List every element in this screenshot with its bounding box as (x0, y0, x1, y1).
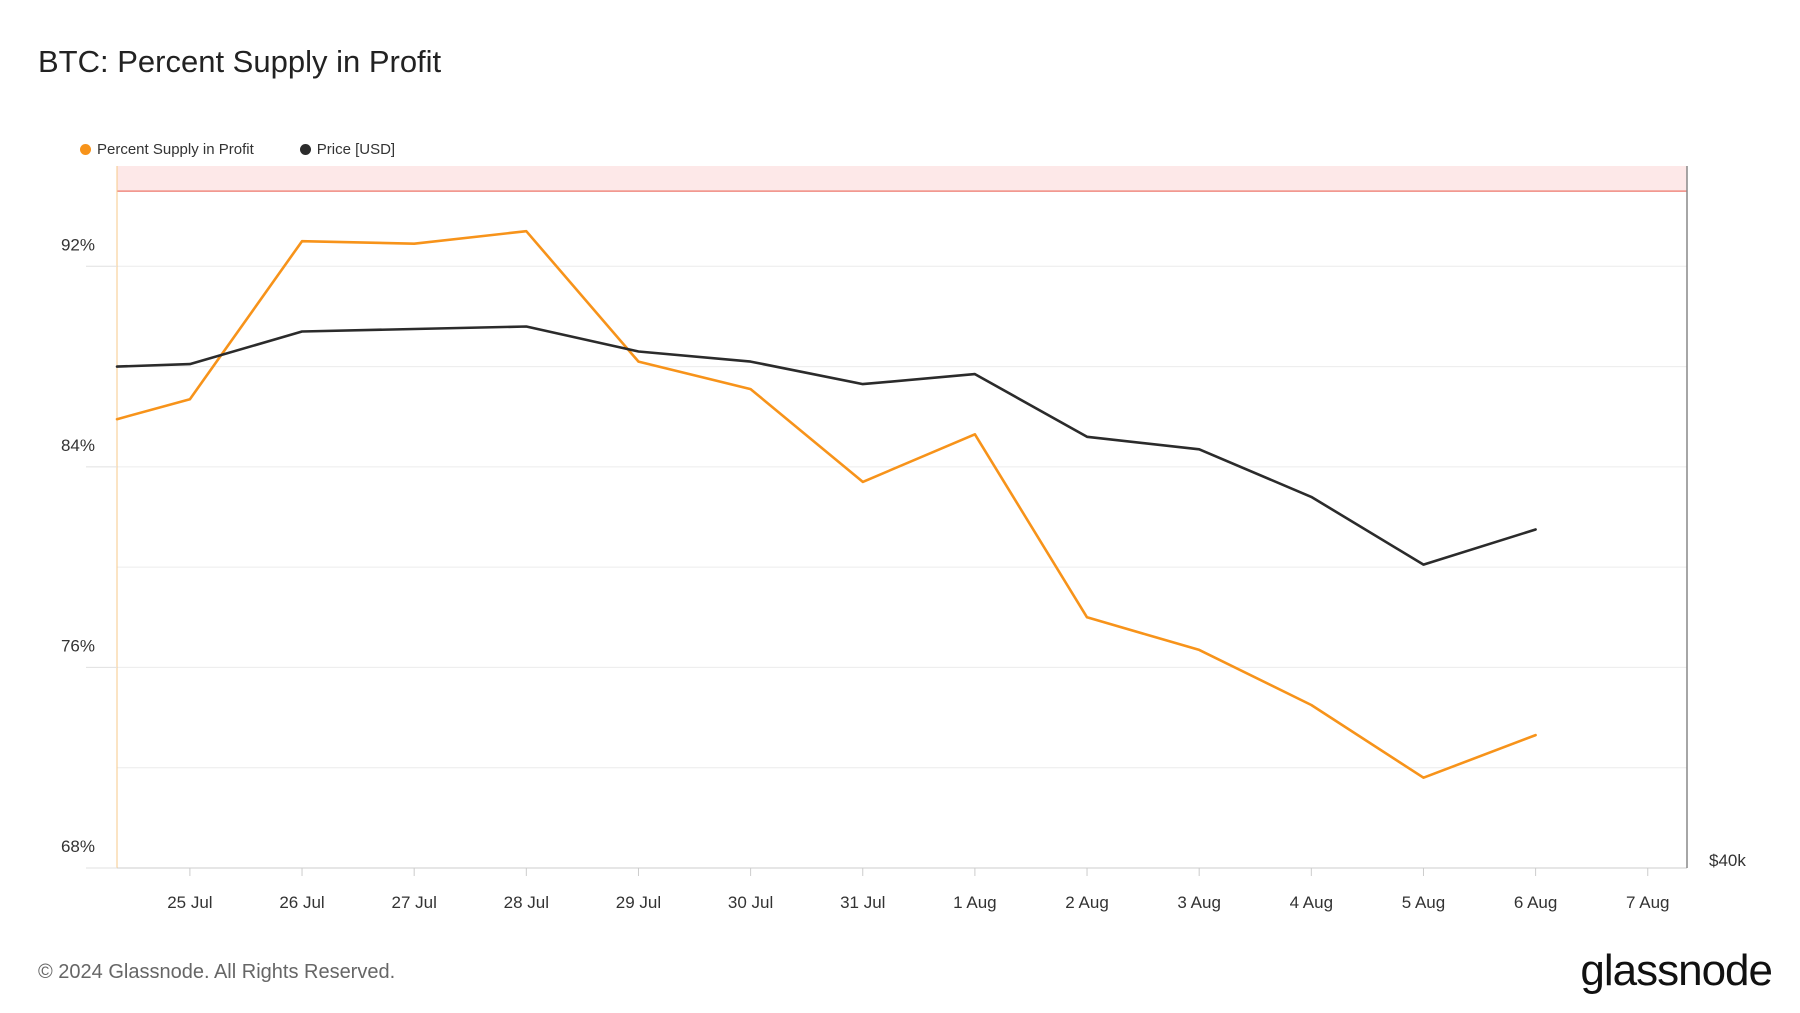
copyright-footer: © 2024 Glassnode. All Rights Reserved. (38, 961, 396, 983)
y-tick-label: 92% (61, 235, 95, 254)
legend-label-supply: Percent Supply in Profit (97, 141, 254, 158)
x-tick-label: 7 Aug (1626, 893, 1670, 912)
x-tick-label: 27 Jul (391, 893, 436, 912)
x-tick-label: 1 Aug (953, 893, 997, 912)
chart-legend: Percent Supply in Profit Price [USD] (80, 141, 395, 158)
axes-group (116, 166, 1688, 869)
legend-item-supply[interactable]: Percent Supply in Profit (80, 141, 254, 158)
threshold-band-group (117, 166, 1687, 192)
series-line-supply (115, 229, 1537, 780)
legend-dot-price (299, 144, 311, 155)
threshold-band (117, 166, 1687, 192)
tick-labels-group: 68% 76% 84% 92% $40k 25 Jul 26 Jul 27 Jul 28 Jul… (61, 235, 1746, 912)
glassnode-logo: glassnode (1580, 946, 1773, 995)
x-tick-label: 3 Aug (1177, 893, 1221, 912)
legend-dot-supply (80, 144, 91, 155)
x-tick-label: 4 Aug (1290, 893, 1334, 912)
y-tick-label: 84% (61, 436, 95, 455)
x-tick-label: 31 Jul (840, 893, 885, 912)
chart-title: BTC: Percent Supply in Profit (38, 44, 442, 79)
series-group (115, 229, 1537, 780)
y-right-tick-label: $40k (1709, 851, 1746, 870)
x-tick-label: 2 Aug (1065, 893, 1109, 912)
y-tick-label: 68% (61, 837, 95, 856)
x-tick-label: 30 Jul (728, 893, 773, 912)
series-line-price (115, 325, 1537, 566)
x-tick-label: 29 Jul (616, 893, 661, 912)
legend-label-price: Price [USD] (316, 141, 396, 158)
x-tick-label: 26 Jul (279, 893, 324, 912)
x-tick-label: 6 Aug (1514, 893, 1558, 912)
x-tick-label: 5 Aug (1402, 893, 1446, 912)
y-tick-label: 76% (61, 636, 95, 655)
x-tick-label: 25 Jul (167, 893, 212, 912)
legend-item-price[interactable]: Price [USD] (299, 141, 396, 158)
gridlines-group (117, 265, 1687, 769)
x-tick-label: 28 Jul (504, 893, 549, 912)
